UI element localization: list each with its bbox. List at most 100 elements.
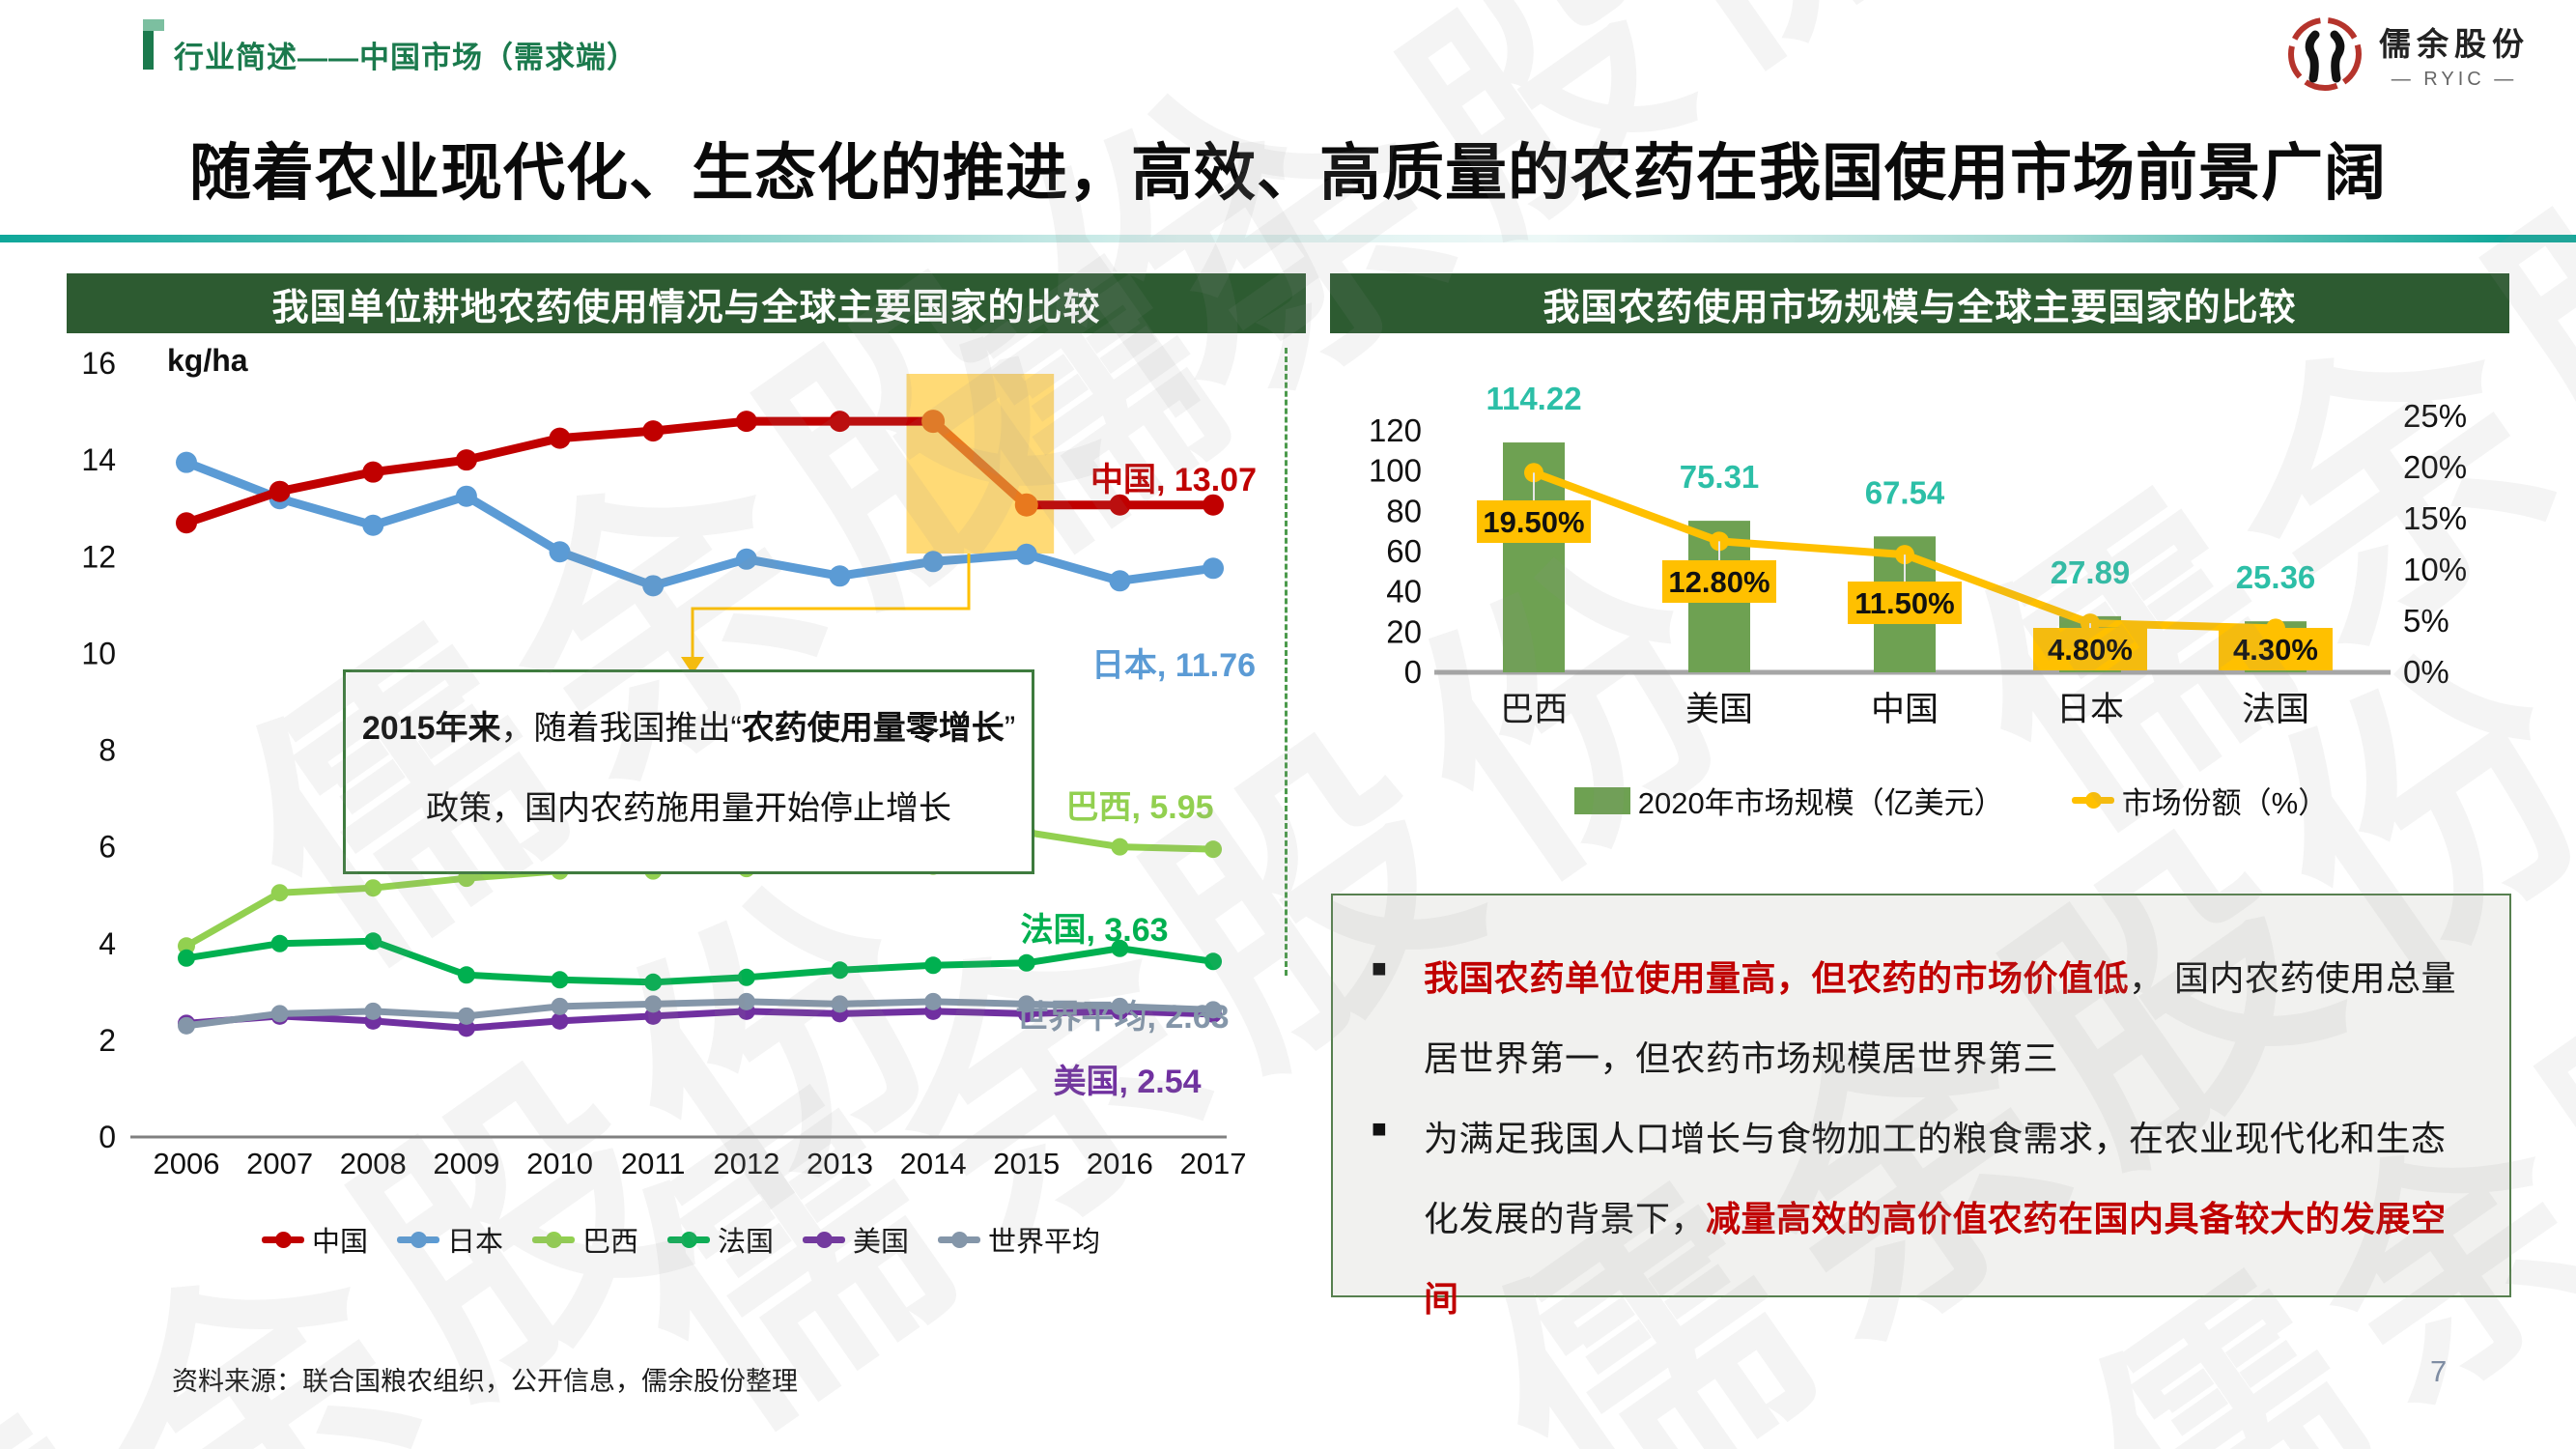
svg-text:2009: 2009: [433, 1147, 499, 1180]
svg-text:27.89: 27.89: [2051, 554, 2131, 590]
svg-text:16: 16: [81, 346, 116, 381]
legend-marker-icon: [396, 1231, 439, 1248]
svg-text:15%: 15%: [2403, 500, 2467, 536]
svg-text:2010: 2010: [526, 1147, 593, 1180]
svg-text:4: 4: [99, 926, 116, 961]
svg-text:40: 40: [1386, 574, 1422, 610]
legend-marker-icon: [938, 1231, 981, 1248]
eyebrow-text: 行业简述——中国市场（需求端）: [174, 41, 637, 74]
svg-text:日本, 11.76: 日本, 11.76: [1091, 647, 1256, 684]
line-legend-marker-icon: [2071, 792, 2114, 809]
svg-text:0: 0: [99, 1120, 116, 1154]
source-note: 资料来源：联合国粮农组织，公开信息，儒余股份整理: [172, 1367, 798, 1396]
bullet-text: 为满足我国人口增长与食物加工的粮食需求，在农业现代化和生态化发展的背景下，减量高…: [1424, 1098, 2465, 1339]
svg-text:中国: 中国: [1871, 691, 1939, 728]
svg-text:8: 8: [99, 733, 116, 768]
svg-text:2: 2: [99, 1023, 116, 1058]
legend-label: 中国: [311, 1227, 368, 1258]
bullet-segment: ， 国内农药使用总量居世界第一，但农药市场规模居世界第三: [1424, 958, 2457, 1078]
company-logo: 儒余股份 — RYIC —: [2284, 14, 2530, 95]
legend-item: 中国: [261, 1219, 368, 1260]
svg-text:11.50%: 11.50%: [1854, 586, 1954, 620]
annotation-segment: 农药使用量零增长: [741, 710, 1005, 747]
policy-annotation-box: 2015年来，随着我国推出“农药使用量零增长” 政策，国内农药施用量开始停止增长: [343, 669, 1034, 874]
svg-text:114.22: 114.22: [1486, 381, 1581, 416]
right-chart-title: 我国农药使用市场规模与全球主要国家的比较: [1330, 273, 2509, 333]
corner-mark-icon: [143, 19, 164, 70]
legend-label: 世界平均: [988, 1227, 1101, 1258]
legend-label: 日本: [446, 1227, 503, 1258]
legend-label: 市场份额（%）: [2121, 786, 2329, 820]
svg-text:19.50%: 19.50%: [1483, 505, 1584, 539]
svg-text:巴西: 巴西: [1500, 691, 1568, 728]
legend-marker-icon: [803, 1231, 846, 1248]
bullet-item: ■ 为满足我国人口增长与食物加工的粮食需求，在农业现代化和生态化发展的背景下，减量…: [1372, 1098, 2465, 1339]
svg-text:2006: 2006: [154, 1147, 220, 1180]
legend-label: 巴西: [581, 1227, 638, 1258]
legend-item: 日本: [396, 1219, 503, 1260]
svg-text:4.30%: 4.30%: [2233, 633, 2318, 667]
panel-divider: [1285, 348, 1288, 976]
svg-text:0%: 0%: [2403, 654, 2449, 690]
svg-text:60: 60: [1386, 533, 1422, 569]
svg-text:2012: 2012: [713, 1147, 779, 1180]
svg-text:2015: 2015: [993, 1147, 1060, 1180]
annotation-segment: ，随着我国推出“: [500, 710, 742, 747]
svg-text:法国, 3.63: 法国, 3.63: [1020, 912, 1168, 949]
annotation-segment: ”: [1004, 710, 1016, 747]
svg-text:67.54: 67.54: [1865, 474, 1945, 510]
svg-text:世界平均, 2.63: 世界平均, 2.63: [1015, 999, 1229, 1036]
svg-text:美国, 2.54: 美国, 2.54: [1053, 1064, 1201, 1100]
svg-text:100: 100: [1369, 453, 1422, 489]
svg-text:20%: 20%: [2403, 449, 2467, 485]
svg-text:12.80%: 12.80%: [1668, 565, 1769, 599]
legend-item: 法国: [667, 1219, 774, 1260]
svg-text:80: 80: [1386, 493, 1422, 528]
svg-text:2013: 2013: [807, 1147, 873, 1180]
left-chart-title: 我国单位耕地农药使用情况与全球主要国家的比较: [67, 273, 1306, 333]
legend-item: 巴西: [531, 1219, 638, 1260]
svg-text:6: 6: [99, 830, 116, 865]
bullet-segment: 减量高效的高价值农药在国内具备较大的发展空间: [1424, 1199, 2447, 1319]
legend-item: 世界平均: [938, 1219, 1100, 1260]
bar-legend-swatch-icon: [1573, 786, 1630, 814]
svg-text:美国: 美国: [1685, 691, 1753, 728]
bullet-text: 我国农药单位使用量高，但农药的市场价值低， 国内农药使用总量居世界第一，但农药市…: [1424, 938, 2465, 1098]
legend-item: 市场份额（%）: [2071, 779, 2329, 822]
legend-label: 美国: [853, 1227, 910, 1258]
legend-label: 2020年市场规模（亿美元）: [1637, 786, 2004, 820]
breadcrumb: 行业简述——中国市场（需求端）: [143, 19, 637, 76]
logo-name: 儒余股份: [2379, 25, 2530, 62]
svg-text:12: 12: [81, 539, 116, 574]
annotation-segment: 2015年来: [361, 710, 501, 747]
logo-subtitle: — RYIC —: [2391, 68, 2518, 90]
legend-item: 2020年市场规模（亿美元）: [1573, 779, 2004, 822]
bullet-segment: 我国农药单位使用量高，但农药的市场价值低: [1424, 958, 2130, 998]
svg-text:日本: 日本: [2056, 691, 2124, 728]
svg-text:2011: 2011: [621, 1147, 686, 1180]
bullet-item: ■ 我国农药单位使用量高，但农药的市场价值低， 国内农药使用总量居世界第一，但农药…: [1372, 938, 2465, 1098]
svg-text:kg/ha: kg/ha: [167, 343, 248, 378]
right-chart-legend: 2020年市场规模（亿美元） 市场份额（%）: [1420, 779, 2482, 822]
svg-text:5%: 5%: [2403, 603, 2449, 639]
svg-text:4.80%: 4.80%: [2048, 633, 2133, 667]
svg-text:2017: 2017: [1180, 1147, 1247, 1180]
pesticide-per-hectare-line-chart: 16 14 12 10 8 6 4 2 0 kg/ha 2006 2007 2008 2009 2010 20…: [81, 343, 1257, 1180]
svg-text:25.36: 25.36: [2236, 559, 2316, 595]
title-divider: [0, 235, 2576, 242]
legend-item: 美国: [803, 1219, 909, 1260]
legend-marker-icon: [667, 1231, 710, 1248]
svg-text:2008: 2008: [340, 1147, 407, 1180]
svg-text:10: 10: [81, 636, 116, 670]
legend-marker-icon: [531, 1231, 575, 1248]
annotation-line2: 政策，国内农药施用量开始停止增长: [426, 790, 951, 827]
svg-text:14: 14: [81, 442, 116, 477]
page-title: 随着农业现代化、生态化的推进，高效、高质量的农药在我国使用市场前景广阔: [189, 138, 2387, 208]
svg-text:法国: 法国: [2242, 691, 2309, 728]
svg-text:10%: 10%: [2403, 552, 2467, 587]
svg-text:巴西, 5.95: 巴西, 5.95: [1065, 789, 1213, 826]
bullet-segment: 为满足我国人口增长与食物加工的粮食需求，在农业现代化和生态化发展的背景下，: [1424, 1119, 2447, 1238]
svg-text:0: 0: [1404, 654, 1422, 690]
